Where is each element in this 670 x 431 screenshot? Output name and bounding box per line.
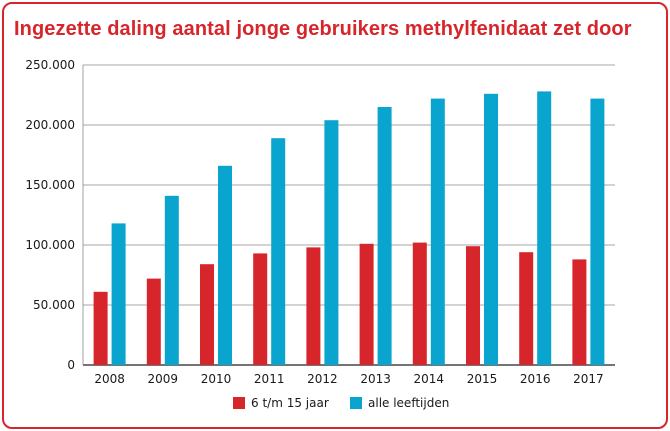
x-tick-label: 2016 xyxy=(520,372,551,386)
bar-jong-2016 xyxy=(519,252,534,365)
bar-alle-2016 xyxy=(537,91,552,366)
x-tick-label: 2014 xyxy=(414,372,445,386)
bar-jong-2017 xyxy=(572,259,587,365)
x-tick-label: 2009 xyxy=(148,372,179,386)
bar-alle-2017 xyxy=(590,98,605,365)
bar-alle-2011 xyxy=(271,138,286,365)
y-tick-label: 250.000 xyxy=(25,58,75,72)
legend-swatch xyxy=(350,397,362,409)
y-tick-label: 50.000 xyxy=(33,298,75,312)
bar-jong-2012 xyxy=(306,247,321,365)
x-tick-label: 2010 xyxy=(201,372,232,386)
bar-jong-2009 xyxy=(146,278,161,365)
x-tick-label: 2015 xyxy=(467,372,498,386)
y-tick-label: 100.000 xyxy=(25,238,75,252)
bar-jong-2010 xyxy=(200,264,214,365)
bar-jong-2011 xyxy=(253,253,268,365)
bar-jong-2014 xyxy=(412,242,427,365)
x-tick-label: 2013 xyxy=(360,372,391,386)
y-tick-label: 0 xyxy=(67,358,75,372)
y-tick-label: 200.000 xyxy=(25,118,75,132)
bar-alle-2010 xyxy=(218,165,232,365)
x-tick-label: 2012 xyxy=(307,372,338,386)
bar-jong-2013 xyxy=(359,243,374,365)
legend-label: 6 t/m 15 jaar xyxy=(251,396,329,410)
x-tick-label: 2017 xyxy=(573,372,604,386)
bar-alle-2013 xyxy=(377,107,392,365)
bar-alle-2008 xyxy=(111,223,126,365)
chart-title: Ingezette daling aantal jonge gebruikers… xyxy=(14,18,632,40)
bar-alle-2014 xyxy=(430,98,445,365)
bar-alle-2015 xyxy=(484,93,498,366)
x-tick-label: 2011 xyxy=(254,372,285,386)
bar-jong-2015 xyxy=(466,246,480,365)
bar-alle-2012 xyxy=(324,120,339,365)
y-tick-label: 150.000 xyxy=(25,178,75,192)
bar-alle-2009 xyxy=(164,195,179,365)
bar-jong-2008 xyxy=(93,291,108,365)
x-tick-label: 2008 xyxy=(94,372,125,386)
legend-label: alle leeftijden xyxy=(368,396,449,410)
legend-swatch xyxy=(233,397,245,409)
